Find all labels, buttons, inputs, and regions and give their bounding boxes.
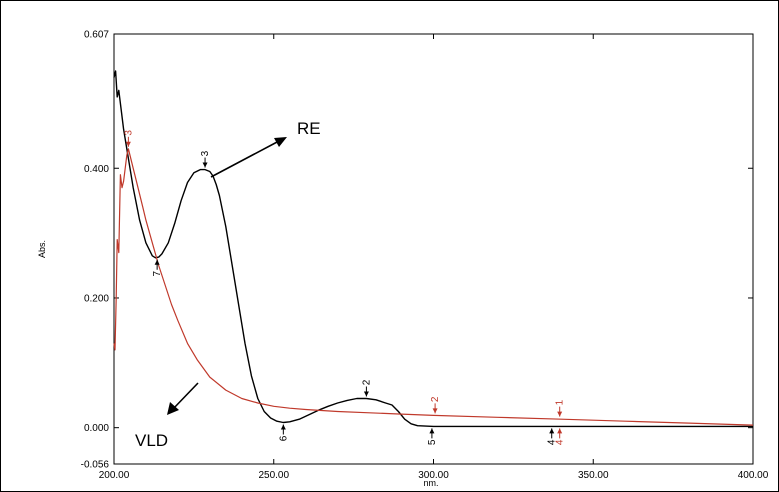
vld-callout: VLD: [135, 382, 199, 450]
series-line-vld: [113, 148, 754, 426]
peak-marker-head: [202, 162, 208, 168]
peak-marker-label: 6: [278, 435, 289, 441]
x-tick-label: 300.00: [418, 470, 449, 481]
peak-marker-head: [125, 141, 131, 147]
y-tick-label: 0.000: [84, 423, 109, 434]
plot-area: [113, 33, 754, 465]
series-layer: [113, 70, 754, 428]
peak-marker-label: 3: [123, 130, 134, 136]
peak-marker-label: 4: [555, 439, 566, 445]
re-callout: RE: [210, 119, 321, 178]
vld-callout-label: VLD: [135, 431, 168, 450]
x-tick-label: 400.00: [738, 470, 769, 481]
peak-marker-label: 2: [361, 379, 372, 385]
x-tick-label: 250.00: [258, 470, 289, 481]
y-tick-label: 0.607: [84, 30, 109, 41]
x-tick-label: 350.00: [578, 470, 609, 481]
series-line-re: [113, 70, 753, 428]
x-axis-ticks: 200.00 250.00 300.00 350.00 400.00: [99, 34, 769, 481]
y-axis-ticks: -0.056 0.000 0.200 0.400 0.607: [81, 30, 753, 471]
x-axis-label: nm.: [423, 478, 438, 488]
peak-marker-label: 2: [430, 396, 441, 402]
re-callout-arrowhead: [274, 137, 287, 147]
peak-marker-head: [154, 259, 160, 265]
y-tick-label: 0.200: [84, 293, 109, 304]
peak-marker-label: 7: [152, 271, 163, 277]
peak-marker-label: 5: [427, 439, 438, 445]
peak-marker-label: 3: [200, 150, 211, 156]
peak-marker-head: [363, 391, 369, 397]
peak-marker-head: [429, 428, 435, 434]
y-tick-label: 0.400: [84, 164, 109, 175]
vld-callout-arrow: [172, 382, 199, 410]
y-tick-label: -0.056: [81, 460, 110, 471]
y-axis-label: Abs.: [37, 240, 47, 258]
peak-marker-head: [280, 424, 286, 430]
x-tick-label: 200.00: [99, 470, 130, 481]
peak-marker-head: [432, 408, 438, 414]
re-callout-arrow: [210, 140, 280, 178]
vld-callout-arrowhead: [167, 402, 179, 415]
peak-marker-head: [557, 428, 563, 434]
peak-marker-head: [557, 411, 563, 417]
peak-markers: 3 7 6 2 5 4 3 2 1 4: [123, 130, 565, 446]
peak-marker-label: 1: [555, 399, 566, 405]
peak-marker-label: 4: [547, 439, 558, 445]
peak-marker-head: [549, 428, 555, 434]
re-callout-label: RE: [297, 119, 321, 138]
